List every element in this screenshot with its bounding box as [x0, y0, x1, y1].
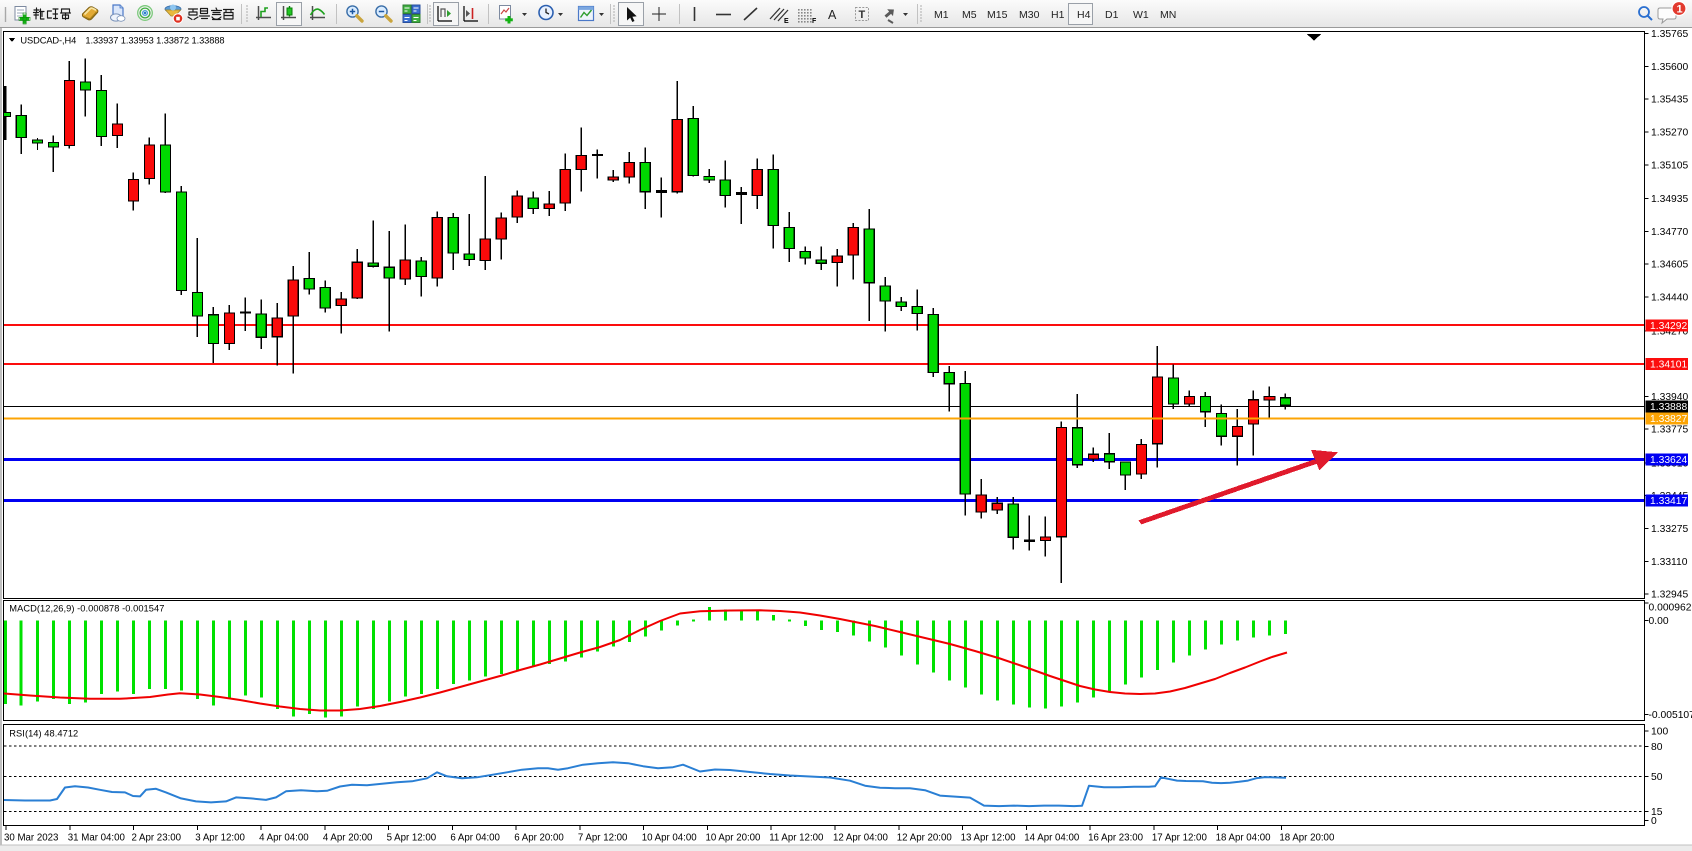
- svg-text:1.34270: 1.34270: [1651, 326, 1688, 337]
- svg-text:1.34935: 1.34935: [1651, 194, 1688, 205]
- svg-text:1.34292: 1.34292: [1650, 321, 1687, 332]
- svg-text:A: A: [828, 8, 837, 22]
- svg-text:1.35270: 1.35270: [1651, 127, 1688, 138]
- svg-text:1.33940: 1.33940: [1651, 392, 1688, 403]
- svg-text:MN: MN: [1160, 9, 1176, 21]
- svg-text:10 Apr 20:00: 10 Apr 20:00: [706, 833, 762, 844]
- svg-text:E: E: [784, 18, 789, 25]
- svg-text:1.34440: 1.34440: [1651, 293, 1688, 304]
- svg-text:5 Apr 12:00: 5 Apr 12:00: [387, 833, 437, 844]
- svg-text:RSI(14) 48.4712: RSI(14) 48.4712: [9, 729, 78, 739]
- svg-text:1.33937 1.33953 1.33872 1.3388: 1.33937 1.33953 1.33872 1.33888: [85, 36, 224, 46]
- svg-text:T: T: [859, 9, 866, 21]
- svg-text:4 Apr 04:00: 4 Apr 04:00: [259, 833, 309, 844]
- svg-text:100: 100: [1651, 727, 1668, 738]
- svg-text:12 Apr 04:00: 12 Apr 04:00: [833, 833, 889, 844]
- svg-text:1.33417: 1.33417: [1650, 496, 1687, 507]
- svg-text:M5: M5: [962, 9, 977, 21]
- svg-text:50: 50: [1651, 772, 1663, 783]
- svg-text:USDCAD-,H4: USDCAD-,H4: [20, 36, 76, 46]
- svg-text:17 Apr 12:00: 17 Apr 12:00: [1152, 833, 1208, 844]
- svg-text:1.35600: 1.35600: [1651, 62, 1688, 73]
- svg-text:1.35435: 1.35435: [1651, 95, 1688, 106]
- svg-text:12 Apr 20:00: 12 Apr 20:00: [897, 833, 953, 844]
- svg-text:M15: M15: [987, 9, 1008, 21]
- svg-text:1.34770: 1.34770: [1651, 227, 1688, 238]
- svg-text:1.33110: 1.33110: [1651, 557, 1688, 568]
- svg-text:18 Apr 20:00: 18 Apr 20:00: [1279, 833, 1335, 844]
- svg-text:4 Apr 20:00: 4 Apr 20:00: [323, 833, 373, 844]
- svg-text:-0.005107: -0.005107: [1649, 710, 1692, 721]
- svg-text:80: 80: [1651, 742, 1663, 753]
- svg-text:0.000962: 0.000962: [1649, 603, 1692, 614]
- svg-text:16 Apr 23:00: 16 Apr 23:00: [1088, 833, 1144, 844]
- svg-text:18 Apr 04:00: 18 Apr 04:00: [1216, 833, 1272, 844]
- svg-text:15: 15: [1651, 807, 1663, 818]
- svg-text:1.33775: 1.33775: [1651, 425, 1688, 436]
- svg-text:6 Apr 04:00: 6 Apr 04:00: [450, 833, 500, 844]
- svg-text:1.33827: 1.33827: [1650, 414, 1687, 425]
- svg-text:MACD(12,26,9) -0.000878 -0.001: MACD(12,26,9) -0.000878 -0.001547: [9, 604, 164, 614]
- svg-text:30 Mar 2023: 30 Mar 2023: [4, 833, 58, 844]
- svg-text:0.00: 0.00: [1649, 616, 1669, 627]
- svg-text:H4: H4: [1077, 9, 1091, 21]
- svg-text:3 Apr 12:00: 3 Apr 12:00: [195, 833, 245, 844]
- svg-text:1.33888: 1.33888: [1650, 402, 1687, 413]
- svg-text:1.34605: 1.34605: [1651, 260, 1688, 271]
- svg-text:H1: H1: [1051, 9, 1065, 21]
- svg-text:1: 1: [1677, 4, 1683, 16]
- svg-text:F: F: [812, 18, 817, 25]
- svg-text:M30: M30: [1019, 9, 1040, 21]
- svg-text:1.33275: 1.33275: [1651, 524, 1688, 535]
- svg-text:0: 0: [1651, 816, 1657, 827]
- svg-text:1.32945: 1.32945: [1651, 590, 1688, 601]
- svg-text:31 Mar 04:00: 31 Mar 04:00: [68, 833, 126, 844]
- svg-text:M1: M1: [934, 9, 949, 21]
- svg-text:1.35765: 1.35765: [1651, 29, 1688, 40]
- svg-text:14 Apr 04:00: 14 Apr 04:00: [1024, 833, 1080, 844]
- svg-text:1.35105: 1.35105: [1651, 160, 1688, 171]
- svg-text:10 Apr 04:00: 10 Apr 04:00: [642, 833, 698, 844]
- svg-text:D1: D1: [1105, 9, 1119, 21]
- svg-text:6 Apr 20:00: 6 Apr 20:00: [514, 833, 564, 844]
- svg-text:W1: W1: [1133, 9, 1149, 21]
- svg-text:1.33624: 1.33624: [1650, 455, 1687, 466]
- svg-text:1.34101: 1.34101: [1650, 360, 1687, 371]
- svg-text:7 Apr 12:00: 7 Apr 12:00: [578, 833, 628, 844]
- svg-text:11 Apr 12:00: 11 Apr 12:00: [769, 833, 824, 844]
- svg-text:2 Apr 23:00: 2 Apr 23:00: [132, 833, 182, 844]
- svg-text:13 Apr 12:00: 13 Apr 12:00: [961, 833, 1017, 844]
